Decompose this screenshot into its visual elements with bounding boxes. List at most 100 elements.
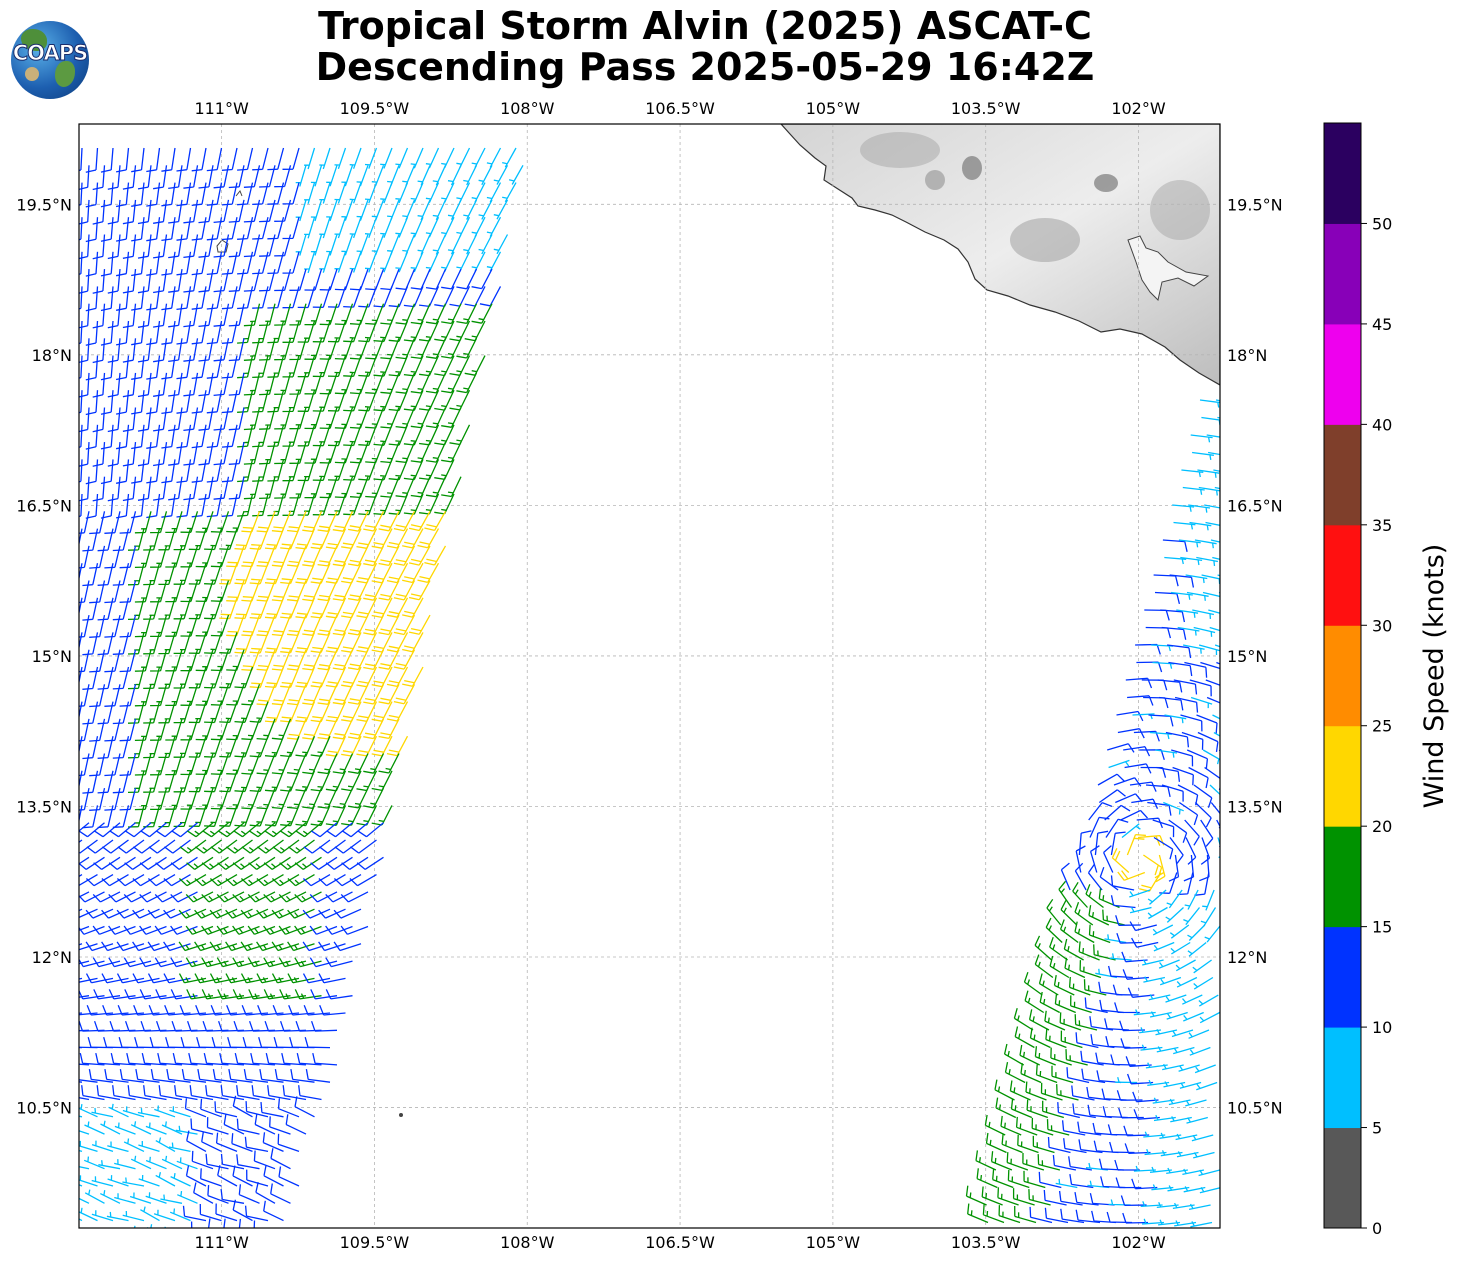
wind-barb bbox=[271, 580, 292, 602]
wind-barb bbox=[140, 822, 167, 838]
lat-tick-label-right: 19.5°N bbox=[1227, 195, 1283, 214]
wind-barb bbox=[134, 684, 152, 707]
wind-barb bbox=[334, 268, 354, 291]
wind-barb bbox=[188, 528, 207, 551]
wind-barb bbox=[425, 147, 440, 169]
wind-barb bbox=[79, 1165, 90, 1170]
wind-barb bbox=[210, 511, 230, 533]
wind-barb bbox=[1079, 960, 1102, 979]
wind-barb bbox=[410, 303, 431, 325]
wind-barb bbox=[178, 908, 207, 919]
wind-barb bbox=[92, 957, 121, 968]
colorbar-segment bbox=[1324, 1127, 1361, 1229]
wind-barb bbox=[341, 165, 354, 187]
wind-barb bbox=[209, 874, 238, 887]
wind-barb bbox=[1088, 801, 1113, 821]
wind-barb bbox=[408, 545, 431, 566]
wind-barb bbox=[334, 216, 347, 239]
wind-barb bbox=[137, 442, 152, 467]
wind-barb bbox=[183, 407, 199, 432]
wind-barb bbox=[297, 424, 316, 447]
wind-barb bbox=[341, 597, 362, 619]
wind-barb bbox=[317, 580, 338, 602]
wind-barb bbox=[434, 286, 455, 307]
wind-barb bbox=[356, 597, 378, 619]
wind-barb bbox=[107, 199, 121, 225]
wind-barb bbox=[410, 251, 424, 273]
wind-barb bbox=[380, 407, 400, 429]
wind-barb bbox=[312, 320, 331, 343]
wind-barb bbox=[79, 995, 90, 998]
wind-barb bbox=[110, 1052, 136, 1066]
wind-barb bbox=[79, 217, 83, 241]
wind-barb bbox=[225, 941, 253, 952]
wind-barb bbox=[134, 580, 152, 603]
wind-barb bbox=[994, 1079, 1015, 1101]
wind-barb bbox=[365, 441, 385, 464]
wind-barb bbox=[252, 217, 269, 240]
wind-barb bbox=[1087, 863, 1103, 891]
wind-barb bbox=[112, 701, 130, 725]
wind-barb bbox=[250, 1052, 276, 1066]
wind-barb bbox=[244, 1205, 269, 1222]
wind-barb bbox=[1031, 1117, 1054, 1136]
wind-barb bbox=[213, 372, 230, 397]
wind-barb bbox=[79, 943, 98, 951]
wind-barb bbox=[287, 753, 307, 775]
wind-barb bbox=[107, 303, 121, 329]
wind-barb bbox=[1072, 881, 1088, 908]
wind-barb bbox=[1026, 1099, 1049, 1119]
wind-barb bbox=[100, 355, 114, 381]
wind-barb bbox=[115, 182, 130, 208]
wind-barb bbox=[82, 805, 99, 829]
wind-barb bbox=[188, 736, 207, 758]
wind-barb bbox=[1034, 935, 1053, 961]
wind-barb bbox=[419, 424, 440, 446]
wind-barb bbox=[319, 251, 331, 273]
wind-barb bbox=[1188, 1203, 1211, 1211]
wind-barb bbox=[410, 182, 424, 204]
wind-barb bbox=[386, 562, 409, 584]
wind-barb bbox=[1066, 1067, 1090, 1084]
wind-barb bbox=[326, 822, 353, 838]
wind-barb bbox=[471, 303, 493, 324]
wind-barb bbox=[378, 511, 400, 532]
wind-barb bbox=[1078, 941, 1100, 961]
wind-barb bbox=[356, 165, 369, 187]
wind-barb bbox=[471, 251, 486, 272]
wind-barb bbox=[89, 787, 106, 811]
wind-barb bbox=[325, 735, 347, 757]
wind-barb bbox=[310, 234, 323, 256]
wind-barb bbox=[441, 476, 462, 498]
wind-barb bbox=[1074, 921, 1095, 944]
wind-barb bbox=[210, 753, 230, 775]
wind-barb bbox=[371, 597, 393, 619]
wind-barb bbox=[168, 303, 183, 328]
wind-barb bbox=[410, 372, 431, 394]
wind-barb bbox=[1144, 1149, 1167, 1156]
wind-barb bbox=[1177, 626, 1200, 636]
wind-barb bbox=[79, 251, 83, 275]
wind-barb bbox=[1129, 889, 1151, 898]
wind-barb bbox=[1053, 974, 1075, 996]
wind-barb bbox=[387, 199, 400, 221]
wind-barb bbox=[378, 614, 400, 636]
wind-barb bbox=[1029, 1027, 1051, 1049]
wind-barb bbox=[236, 1154, 260, 1170]
wind-barb bbox=[256, 614, 276, 637]
lon-tick-label-top: 103.5°W bbox=[951, 99, 1021, 118]
wind-barb bbox=[1123, 746, 1151, 757]
terrain-ridge bbox=[1150, 180, 1210, 240]
wind-barb bbox=[232, 925, 260, 935]
wind-barb bbox=[228, 303, 245, 327]
wind-barb bbox=[79, 1140, 98, 1153]
island bbox=[235, 190, 243, 197]
wind-barb bbox=[79, 856, 105, 870]
wind-barb bbox=[154, 925, 183, 935]
colorbar-tick-label: 15 bbox=[1372, 918, 1392, 937]
wind-barb bbox=[1080, 1050, 1104, 1066]
wind-barb bbox=[282, 182, 300, 205]
wind-barb bbox=[1014, 1205, 1037, 1224]
wind-barb bbox=[325, 856, 353, 870]
